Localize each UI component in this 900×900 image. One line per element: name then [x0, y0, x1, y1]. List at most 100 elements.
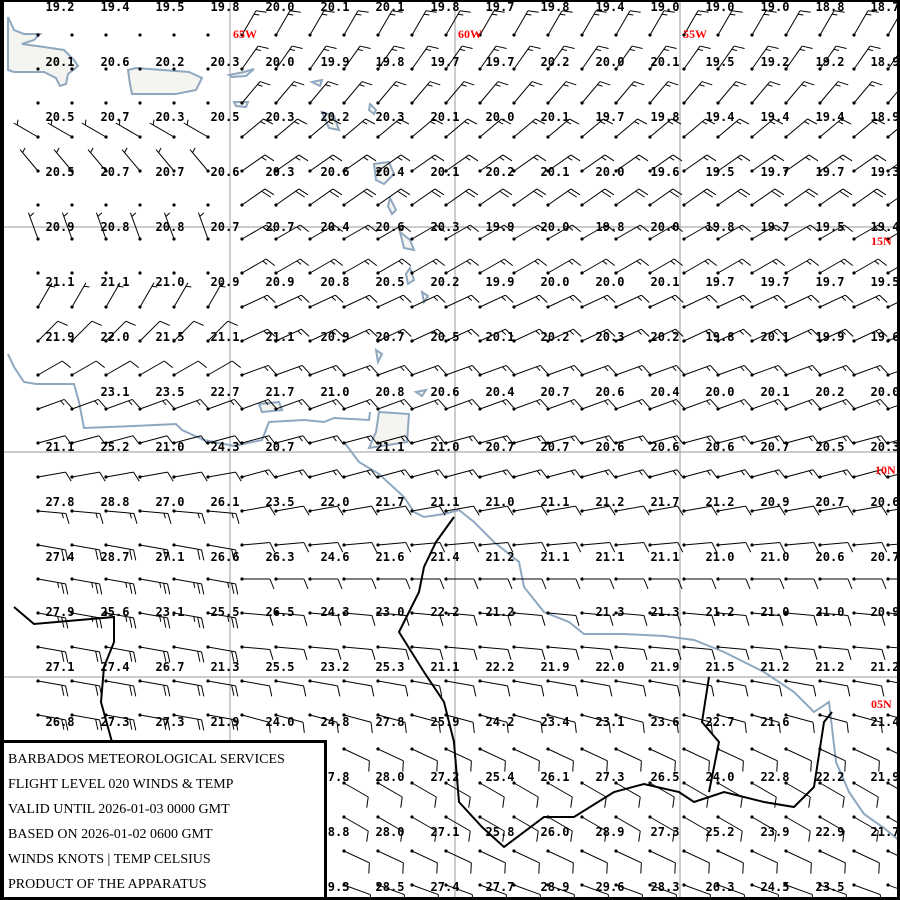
wind-barb-half-feather: [671, 296, 677, 301]
wind-barb: [886, 267, 897, 275]
wind-barb-staff: [241, 224, 267, 240]
wind-barb-feather: [629, 10, 641, 13]
wind-barb-staff: [445, 646, 474, 650]
wind-barb-feather: [507, 685, 511, 697]
wind-barb-staff: [513, 10, 529, 36]
wind-barb-feather: [371, 685, 375, 697]
wind-barb-feather: [843, 224, 854, 233]
temperature-value: 20.2: [156, 55, 185, 69]
wind-barb-half-feather: [264, 366, 269, 372]
wind-barb-staff: [683, 398, 711, 410]
temperature-value: 26.3: [266, 550, 295, 564]
wind-barb: [512, 645, 546, 660]
wind-barb: [13, 119, 40, 139]
wind-barb-feather: [767, 45, 779, 50]
wind-barb: [70, 645, 103, 663]
valid-line: VALID UNTIL 2026-01-03 0000 GMT: [8, 802, 230, 817]
wind-barb: [206, 713, 239, 731]
wind-barb-feather: [881, 615, 886, 626]
wind-barb-feather: [769, 81, 781, 86]
wind-barb-half-feather: [559, 13, 566, 16]
wind-barb-staff: [853, 118, 876, 138]
wind-barb-feather: [366, 830, 369, 842]
temperature-value: 28.0: [376, 770, 405, 784]
wind-barb-half-feather: [536, 470, 541, 476]
wind-barb: [512, 328, 548, 343]
wind-barb: [138, 611, 171, 629]
wind-barb-half-feather: [431, 156, 437, 161]
wind-barb-feather: [642, 722, 645, 734]
wind-barb-staff: [479, 714, 508, 723]
wind-barb: [274, 258, 310, 275]
wind-barb-staff: [547, 154, 572, 172]
wind-barb-feather: [332, 154, 343, 162]
based-on-line: BASED ON 2026-01-02 0600 GMT: [8, 827, 213, 842]
wind-station-dot: [36, 203, 40, 207]
wind-barb-staff: [105, 360, 131, 376]
wind-barb-feather: [167, 513, 172, 524]
wind-barb-feather: [639, 258, 650, 267]
wind-barb-feather: [133, 513, 138, 524]
wind-barb-feather: [876, 154, 887, 162]
wind-barb-feather: [877, 224, 888, 233]
wind-barb-staff: [887, 18, 897, 36]
temperature-value: 27.3: [156, 715, 185, 729]
wind-barb-staff: [207, 714, 236, 721]
wind-barb-half-feather: [366, 470, 371, 476]
wind-barb-staff: [853, 364, 881, 376]
wind-barb-feather: [99, 651, 103, 663]
wind-barb: [512, 154, 547, 173]
wind-barb: [750, 713, 781, 734]
wind-barb: [852, 645, 886, 660]
wind-barb-feather: [535, 118, 546, 125]
wind-barb: [682, 505, 718, 516]
wind-barb-feather: [609, 685, 613, 697]
wind-barb-staff: [479, 154, 504, 172]
wind-barb: [376, 849, 404, 874]
wind-barb-feather: [391, 10, 403, 13]
temperature-value: 20.6: [651, 440, 680, 454]
wind-barb-feather: [699, 45, 711, 50]
wind-barb-staff: [411, 398, 439, 410]
wind-barb-staff: [445, 224, 471, 240]
wind-barb-feather: [808, 830, 811, 842]
wind-barb-staff: [581, 364, 609, 376]
wind-barb: [886, 611, 897, 615]
temperature-value: 20.6: [211, 165, 240, 179]
wind-barb-staff: [717, 748, 744, 762]
wind-barb-half-feather: [432, 260, 438, 265]
temperature-value: 21.1: [101, 275, 130, 289]
wind-barb: [115, 119, 142, 139]
wind-barb-feather: [571, 224, 582, 233]
wind-barb-half-feather: [670, 260, 676, 265]
temperature-value: 22.2: [431, 605, 460, 619]
wind-barb: [444, 118, 478, 139]
wind-barb-feather: [507, 542, 514, 553]
island-4: [367, 101, 378, 116]
wind-barb: [852, 398, 888, 411]
wind-barb: [818, 505, 854, 516]
wind-barb-staff: [163, 212, 175, 240]
wind-barb: [308, 542, 344, 553]
wind-barb-feather: [227, 320, 238, 326]
temperature-value: 21.0: [816, 605, 845, 619]
wind-barb-half-feather: [331, 330, 337, 335]
wind-barb-feather: [301, 294, 310, 303]
temperature-value: 20.7: [541, 440, 570, 454]
wind-barb-half-feather: [197, 512, 200, 519]
wind-barb-staff: [241, 154, 266, 172]
wind-barb-feather: [235, 617, 239, 629]
wind-barb-staff: [615, 154, 640, 172]
temperature-labels: 19.2 19.4 19.5 19.8 20.0 20.1 20.1 19.8 19.7 19.8…: [46, 2, 897, 894]
wind-barb: [104, 33, 108, 37]
temperature-value: 21.0: [156, 440, 185, 454]
temperature-value: 20.1: [651, 275, 680, 289]
wind-barb-staff: [241, 714, 270, 723]
wind-barb-feather: [881, 578, 887, 590]
wind-barb-half-feather: [466, 260, 472, 265]
wind-barb-feather: [332, 188, 343, 196]
wind-barb: [172, 577, 205, 595]
venezuela-coast: [7, 353, 371, 448]
wind-barb-feather: [371, 542, 378, 553]
wind-barb-half-feather: [427, 84, 433, 87]
